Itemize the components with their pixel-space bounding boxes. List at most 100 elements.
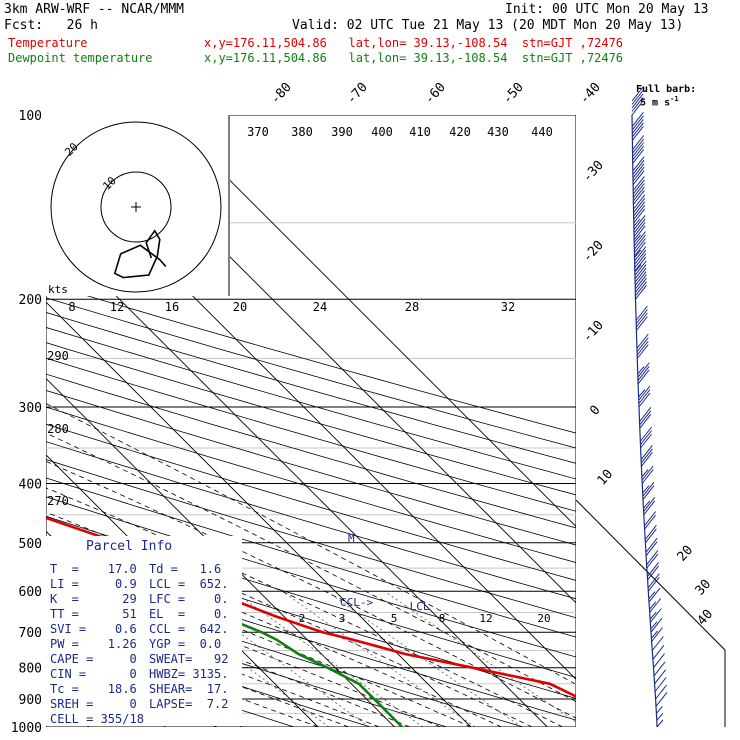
hodograph-trace <box>113 229 167 279</box>
pressure-label: 700 <box>19 626 42 641</box>
wind-barb <box>655 691 668 707</box>
parcel-param-right: HWBZ= 3135. <box>149 667 229 681</box>
wind-barb <box>656 706 663 714</box>
dry-adiabat-line <box>46 326 576 480</box>
dry-adiabat-line <box>46 599 447 727</box>
isotherm-label: -40 <box>577 80 604 107</box>
moist-adiabat-line <box>46 616 349 727</box>
moist-adiabat-line <box>46 487 563 727</box>
hodograph-axis-label: 8 <box>68 300 75 314</box>
isotherm-label: -60 <box>422 80 449 107</box>
moist-adiabat-line <box>46 602 380 727</box>
wind-barb <box>639 406 652 429</box>
barb-legend-exponent: -1 <box>670 95 679 103</box>
temperature-legend-info: x,y=176.11,504.86 lat,lon= 39.13,-108.54… <box>204 36 624 50</box>
theta-label: 380 <box>291 125 313 139</box>
wind-barb <box>654 669 666 685</box>
theta-left-label: 270 <box>47 494 69 508</box>
isotherm-label: -10 <box>580 318 607 345</box>
wind-barb <box>635 274 647 300</box>
isotherm-line <box>164 115 576 528</box>
theta-label: 400 <box>371 125 393 139</box>
theta-label: 410 <box>409 125 431 139</box>
barb-legend-speed-text: 5 m s <box>640 97 671 109</box>
wind-barb <box>643 496 656 516</box>
parcel-param-left: PW = 1.26 <box>50 637 137 651</box>
dry-adiabat-line <box>46 342 576 496</box>
dry-adiabat-line <box>46 496 576 658</box>
wind-barb <box>655 684 667 700</box>
theta-label: 440 <box>531 125 553 139</box>
parcel-param-left: CIN = 0 <box>50 667 137 681</box>
hodograph-axis-label: 12 <box>110 300 124 314</box>
dry-adiabat-line <box>46 311 576 464</box>
dry-adiabat-line <box>46 282 576 434</box>
mixing-ratio-label: 5 <box>391 612 398 625</box>
dry-adiabat-line <box>46 477 576 638</box>
wind-barb <box>634 260 647 286</box>
parcel-param-right: SWEAT= 92 <box>149 652 229 666</box>
hodograph-axis-label: 16 <box>165 300 179 314</box>
wind-barb <box>636 305 648 331</box>
parcel-info-title: Parcel Info <box>86 539 173 554</box>
pressure-label: 500 <box>19 537 42 552</box>
pressure-label: 900 <box>19 693 42 708</box>
wind-barb <box>645 537 658 557</box>
isotherm-label: -80 <box>268 80 295 107</box>
pressure-label: 1000 <box>11 721 42 736</box>
wind-barb <box>652 644 665 660</box>
dewpoint-legend-info: x,y=176.11,504.86 lat,lon= 39.13,-108.54… <box>204 51 624 65</box>
wind-barb <box>653 661 666 677</box>
wind-barb <box>649 608 662 623</box>
temperature-legend-label: Temperature <box>8 36 88 50</box>
valid-time: Valid: 02 UTC Tue 21 May 13 (20 MDT Mon … <box>292 18 684 33</box>
mixing-ratio-line <box>233 590 424 727</box>
wind-barb <box>649 598 662 613</box>
dry-adiabat-line <box>46 459 576 619</box>
wind-barb <box>641 465 654 484</box>
isotherm-label: 20 <box>675 543 697 565</box>
parcel-param-right: LCL = 652. <box>149 577 229 591</box>
parcel-param-left: SVI = 0.6 <box>50 622 137 636</box>
dry-adiabat-line <box>46 441 576 600</box>
pressure-label: 800 <box>19 662 42 677</box>
barb-legend-speed: 5 m s-1 <box>640 94 679 108</box>
wind-barb <box>646 550 659 569</box>
isotherm-line <box>46 377 395 727</box>
isotherm-label: 40 <box>695 607 717 629</box>
wind-barb <box>638 385 651 408</box>
wind-barb <box>633 176 645 205</box>
wind-barb <box>641 444 653 467</box>
barb-legend-title: Full barb: <box>636 84 697 95</box>
wind-barb <box>645 524 657 544</box>
wind-barb <box>636 333 649 359</box>
dry-adiabat-line <box>46 357 576 512</box>
parcel-param-left: Tc = 18.6 <box>50 682 137 696</box>
hodograph-ring <box>100 171 172 243</box>
mixing-ratio-label: 8 <box>439 612 446 625</box>
hodograph-axis-label: 32 <box>501 300 515 314</box>
wind-barb <box>648 587 661 603</box>
ccl-annotation: CCL-> <box>340 596 373 609</box>
isotherm-line <box>46 225 548 727</box>
hodograph-units: kts <box>48 283 68 296</box>
parcel-param-right: EL = 0. <box>149 607 229 621</box>
pressure-label: 400 <box>19 477 42 492</box>
parcel-param-right: SHEAR= 17. <box>149 682 229 696</box>
mixing-ratio-label: 3 <box>339 612 346 625</box>
mixing-ratio-label: 2 <box>299 612 306 625</box>
parcel-param-left: CELL = 355/18 <box>50 712 144 726</box>
pressure-label: 600 <box>19 585 42 600</box>
wind-barb <box>654 677 667 692</box>
parcel-info-box <box>46 536 242 726</box>
parcel-param-left: LI = 0.9 <box>50 577 137 591</box>
wind-barb <box>634 246 647 272</box>
wind-barb <box>642 481 655 500</box>
wind-barb <box>632 156 645 186</box>
wind-panel-boundary <box>575 499 726 727</box>
theta-label: 420 <box>449 125 471 139</box>
wind-barb <box>656 719 664 728</box>
isotherm-label: 10 <box>595 467 617 489</box>
wind-barb <box>644 511 656 530</box>
isotherm-line <box>46 301 472 727</box>
